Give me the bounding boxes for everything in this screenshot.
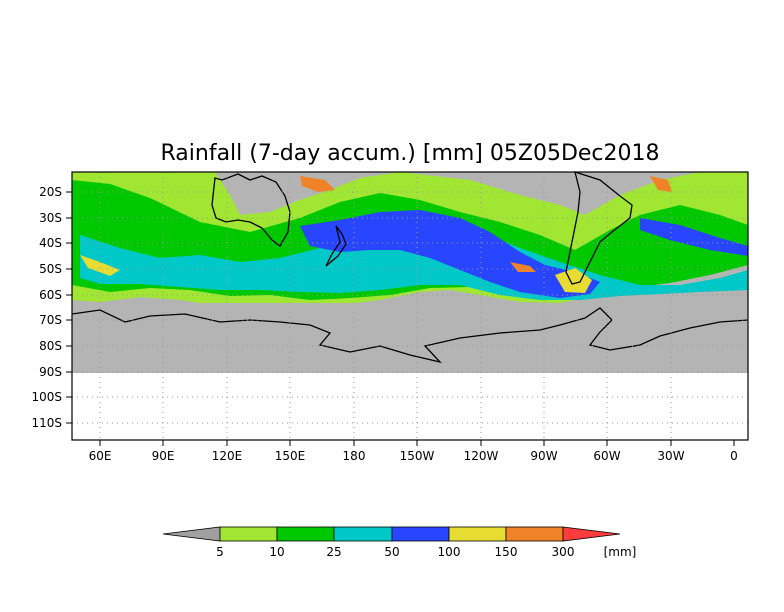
antarctica-coastline: [71, 307, 749, 364]
antarctic-no-data: [72, 303, 748, 373]
colorbar-label-300: 300: [552, 545, 575, 559]
lon-label-60e: 60E: [89, 449, 112, 463]
map-frame: [71, 171, 749, 441]
colorbar-segment-10-25: [276, 526, 335, 542]
lon-label-30w: 30W: [657, 449, 684, 463]
new-zealand-coastline: [325, 225, 347, 267]
colorbar-label-5: 5: [216, 545, 224, 559]
rain-band-100-150mm: [555, 268, 592, 293]
colorbar-segment-above-300: [562, 526, 621, 542]
tick-marks: [66, 191, 735, 446]
lon-label-120w: 120W: [464, 449, 499, 463]
lat-label-60s: 60S: [39, 288, 62, 302]
rain-band-150-300mm: [300, 176, 335, 192]
rain-band-50-100mm: [300, 210, 600, 298]
colorbar-label-50: 50: [384, 545, 399, 559]
colorbar-label-10: 10: [269, 545, 284, 559]
rainfall-field: [72, 172, 748, 373]
rain-band-50-100mm-north: [640, 218, 748, 256]
rain-band-150-300mm-south: [510, 262, 536, 272]
lat-label-80s: 80S: [39, 339, 62, 353]
colorbar-segment-5-10: [219, 526, 278, 542]
coastlines: [71, 171, 749, 364]
colorbar-segment-100-150: [448, 526, 507, 542]
south-america-coastline: [565, 171, 633, 285]
longitude-labels: 60E 90E 120E 150E 180 150W 120W 90W 60W …: [89, 449, 738, 463]
rain-band-100-150mm-west: [80, 255, 120, 276]
lat-label-100s: 100S: [31, 390, 62, 404]
lat-label-40s: 40S: [39, 236, 62, 250]
latitude-labels: 20S 30S 40S 50S 60S 70S 80S 90S 100S 110…: [31, 185, 62, 430]
lon-label-120e: 120E: [212, 449, 243, 463]
map-title: Rainfall (7-day accum.) [mm] 05Z05Dec201…: [160, 141, 659, 166]
colorbar-label-150: 150: [495, 545, 518, 559]
lat-label-90s: 90S: [39, 365, 62, 379]
colorbar: 5 10 25 50 100 150 300 [mm]: [162, 526, 637, 559]
colorbar-unit: [mm]: [604, 545, 637, 559]
lon-label-90e: 90E: [152, 449, 175, 463]
australia-coastline: [211, 173, 291, 247]
lat-label-30s: 30S: [39, 211, 62, 225]
colorbar-label-100: 100: [438, 545, 461, 559]
lon-label-90w: 90W: [530, 449, 557, 463]
colorbar-segment-below-5: [162, 526, 221, 542]
lon-label-180: 180: [343, 449, 366, 463]
lat-label-20s: 20S: [39, 185, 62, 199]
lon-label-60w: 60W: [593, 449, 620, 463]
lon-label-0: 0: [730, 449, 738, 463]
lon-label-150w: 150W: [400, 449, 435, 463]
lat-label-110s: 110S: [31, 416, 62, 430]
lon-label-150e: 150E: [275, 449, 306, 463]
colorbar-segment-25-50: [333, 526, 393, 542]
rain-band-150-300mm-east: [650, 176, 672, 192]
lat-label-50s: 50S: [39, 262, 62, 276]
colorbar-label-25: 25: [326, 545, 341, 559]
lat-label-70s: 70S: [39, 313, 62, 327]
colorbar-segment-150-300: [505, 526, 564, 542]
colorbar-segment-50-100: [391, 526, 450, 542]
